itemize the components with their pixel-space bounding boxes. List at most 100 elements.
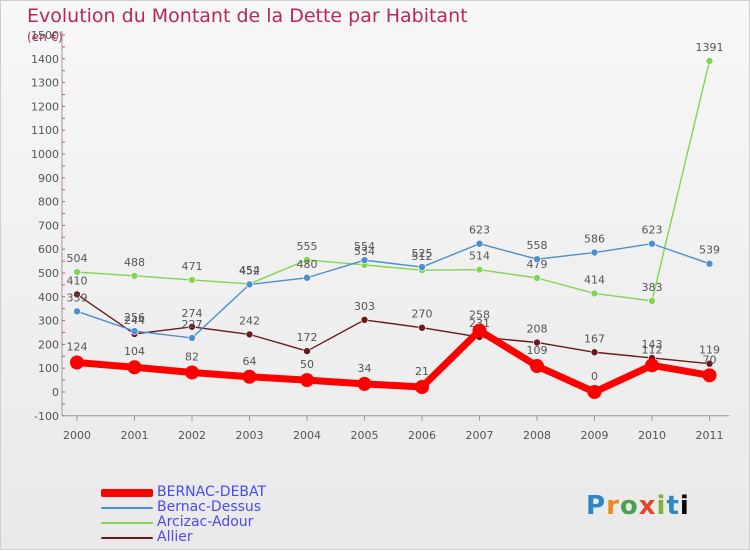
data-label: 21 — [415, 365, 429, 378]
x-tick-label: 2010 — [638, 429, 666, 442]
data-point — [300, 373, 314, 388]
y-tick-label: 1400 — [31, 53, 59, 66]
data-point — [185, 365, 199, 380]
data-point — [127, 360, 142, 375]
legend-item: BERNAC-DEBAT — [101, 485, 266, 500]
logo-letter: r — [606, 491, 620, 521]
data-point — [590, 289, 599, 298]
data-label: 274 — [182, 307, 203, 320]
x-tick-label: 2009 — [581, 429, 609, 442]
y-tick-label: 200 — [38, 338, 59, 351]
x-tick-label: 2011 — [696, 429, 724, 442]
data-label: 514 — [469, 250, 490, 263]
data-label: 208 — [527, 322, 548, 335]
y-tick-label: 600 — [38, 243, 59, 256]
y-tick-label: -100 — [34, 410, 59, 423]
logo-letter: x — [638, 491, 657, 521]
data-point — [475, 265, 484, 274]
data-label: 586 — [584, 233, 605, 246]
x-tick-label: 2000 — [63, 429, 91, 442]
data-point — [188, 322, 196, 331]
data-point — [590, 248, 599, 257]
data-label: 119 — [699, 344, 720, 357]
data-point — [648, 239, 656, 248]
legend: BERNAC-DEBAT Bernac-Dessus Arcizac-Adour Al… — [101, 485, 266, 545]
data-point — [645, 358, 659, 373]
data-label: 34 — [358, 362, 372, 375]
data-label: 109 — [527, 344, 548, 357]
data-point — [360, 316, 369, 324]
x-tick-label: 2004 — [293, 429, 321, 442]
x-tick-label: 2008 — [523, 429, 551, 442]
data-label: 504 — [67, 252, 88, 265]
data-point — [130, 272, 139, 280]
data-point — [705, 57, 714, 65]
data-label: 112 — [642, 343, 663, 356]
legend-swatch — [101, 506, 153, 509]
data-point — [188, 334, 196, 342]
data-label: 479 — [527, 258, 548, 271]
data-point — [530, 359, 544, 374]
logo-letter: i — [679, 491, 690, 521]
x-tick-label: 2005 — [351, 429, 379, 442]
data-label: 256 — [124, 311, 145, 324]
y-tick-label: 400 — [38, 291, 59, 304]
legend-label: BERNAC-DEBAT — [157, 484, 267, 500]
y-tick-label: 1300 — [31, 77, 59, 90]
data-point — [130, 327, 139, 335]
x-tick-label: 2003 — [236, 429, 264, 442]
y-tick-label: 1500 — [31, 29, 59, 42]
data-label: 270 — [412, 308, 433, 321]
data-label: 244 — [124, 314, 145, 327]
data-label: 64 — [243, 355, 257, 368]
data-label: 454 — [239, 264, 260, 277]
data-point — [475, 239, 484, 248]
data-point — [590, 348, 599, 357]
data-point — [242, 369, 257, 384]
data-label: 554 — [354, 240, 375, 253]
data-point — [702, 368, 717, 383]
data-point — [245, 330, 254, 339]
series-line — [76, 327, 711, 396]
y-tick-label: 300 — [38, 315, 59, 328]
data-point — [303, 347, 311, 355]
data-label: 82 — [185, 350, 199, 363]
data-point — [533, 255, 541, 263]
logo-letter: i — [656, 491, 667, 521]
x-tick-label: 2001 — [121, 429, 149, 442]
data-point — [245, 280, 254, 289]
legend-swatch — [101, 488, 153, 497]
data-label: 227 — [182, 318, 203, 331]
data-label: 303 — [354, 300, 375, 313]
data-point — [533, 338, 541, 347]
data-point — [73, 307, 81, 316]
series-line — [76, 243, 710, 339]
logo-letter: P — [586, 491, 607, 521]
legend-swatch — [101, 536, 153, 539]
legend-item: Arcizac-Adour — [101, 515, 266, 530]
data-label: 512 — [412, 250, 433, 263]
data-point — [648, 297, 656, 305]
data-point — [357, 376, 372, 391]
data-point — [303, 273, 311, 282]
data-label: 50 — [300, 358, 314, 371]
legend-label: Arcizac-Adour — [157, 514, 254, 530]
legend-label: Bernac-Dessus — [157, 499, 262, 515]
chart-subtitle: (en €) — [27, 30, 63, 44]
legend-swatch — [101, 521, 153, 524]
legend-item: Allier — [101, 530, 266, 545]
data-label: 70 — [703, 353, 717, 366]
data-label: 339 — [67, 291, 88, 304]
data-point — [418, 263, 426, 271]
data-label: 623 — [469, 224, 490, 237]
y-tick-label: 800 — [38, 196, 59, 209]
data-label: 623 — [642, 224, 663, 237]
data-label: 480 — [297, 258, 318, 271]
data-label: 258 — [469, 309, 490, 322]
x-tick-label: 2002 — [178, 429, 206, 442]
data-label: 539 — [699, 244, 720, 257]
data-label: 383 — [642, 281, 663, 294]
legend-label: Allier — [157, 529, 193, 545]
data-point — [705, 359, 714, 368]
